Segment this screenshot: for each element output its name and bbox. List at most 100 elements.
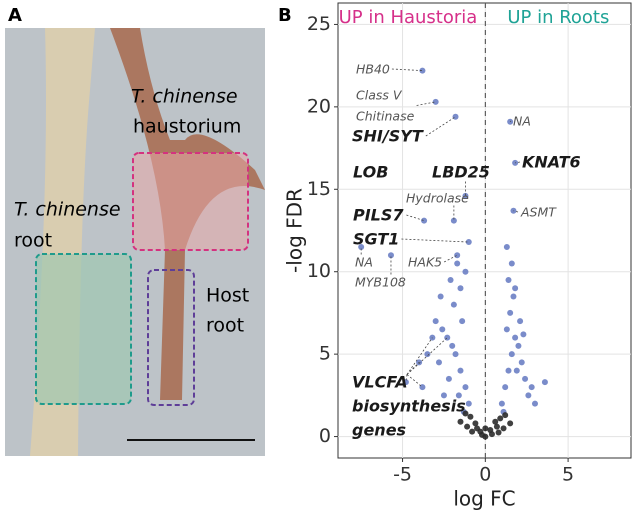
leader-line (406, 337, 433, 375)
point (505, 367, 512, 374)
annotation: SHI/SYT (352, 127, 424, 146)
annotation: LBD25 (432, 163, 490, 182)
y-tick-label: 5 (319, 343, 331, 365)
point (517, 318, 524, 325)
y-tick-label: 25 (307, 13, 331, 35)
plot-area (337, 2, 632, 459)
point (497, 415, 504, 422)
annotation: HAK5 (408, 255, 442, 270)
species-label: T. chinense (14, 199, 121, 221)
point (479, 431, 486, 438)
annotation: Hydrolase (406, 191, 469, 206)
point (493, 423, 500, 430)
point (502, 412, 509, 419)
annotation-text: Hydrolase (406, 191, 469, 206)
annotation-text: biosynthesis (352, 397, 466, 416)
annotation: MYB108 (355, 275, 406, 290)
annotation: HB40 (356, 62, 390, 77)
point (439, 326, 446, 333)
point (508, 260, 515, 267)
point (474, 425, 481, 432)
point (457, 418, 464, 425)
point (462, 268, 469, 275)
leader-line (443, 254, 458, 263)
point (472, 420, 479, 427)
point (462, 384, 469, 391)
point (402, 379, 409, 386)
point (541, 379, 548, 386)
annotation-text: NA (513, 114, 531, 129)
annotation-text: SGT1 (353, 230, 399, 249)
annotation-text: SHI/SYT (352, 127, 424, 146)
point (465, 400, 472, 407)
point (464, 423, 471, 430)
point (455, 392, 462, 399)
y-tick-label: 15 (307, 178, 331, 200)
point (482, 425, 489, 432)
annotation: SGT1 (353, 230, 399, 249)
annotation-text: ASMT (520, 205, 557, 220)
y-axis-title: -log FDR (283, 188, 307, 273)
point (432, 98, 439, 105)
annotation: LOB (353, 163, 388, 182)
annotation-text: MYB108 (355, 275, 406, 290)
annotation: KNAT6 (522, 153, 581, 172)
y-tick-label: 0 (319, 425, 331, 447)
annotation: Class V Chitinase (356, 88, 415, 124)
leader-line (509, 120, 512, 123)
annotation-text: VLCFA (352, 373, 408, 392)
point (462, 410, 469, 417)
panel-label: A (8, 5, 22, 26)
point (502, 384, 509, 391)
annotation-text: HAK5 (408, 255, 442, 270)
annotation-text: Chitinase (356, 109, 415, 124)
label: Host (206, 285, 249, 307)
annotation: ASMT (520, 205, 557, 220)
point (518, 359, 525, 366)
header-right: UP in Roots (507, 7, 609, 28)
point (440, 392, 447, 399)
point (432, 318, 439, 325)
root-box (35, 253, 132, 405)
point (435, 359, 442, 366)
point (419, 67, 426, 74)
annotation-text: LOB (353, 163, 388, 182)
point (445, 375, 452, 382)
panel-a: A T. chinense haustorium T. chinense roo… (5, 5, 265, 456)
point (465, 239, 472, 246)
point (510, 293, 517, 300)
point (495, 429, 502, 436)
leader-line (406, 214, 425, 221)
point (454, 260, 461, 267)
point (507, 420, 514, 427)
point (454, 252, 461, 259)
point (457, 367, 464, 374)
x-axis-title: log FC (453, 487, 515, 511)
point (447, 276, 454, 283)
point (513, 367, 520, 374)
x-tick-label: 5 (562, 464, 574, 486)
point (503, 326, 510, 333)
annotation-text: NA (355, 255, 373, 270)
annotation: VLCFA biosynthesis genes (352, 373, 466, 440)
annotation-text: genes (352, 421, 406, 440)
annotation-text: HB40 (356, 62, 390, 77)
leader-line (515, 161, 521, 164)
point (500, 425, 507, 432)
panel-label: B (278, 5, 292, 26)
leader-line (405, 374, 408, 383)
point (507, 309, 514, 316)
leader-line (401, 238, 469, 243)
point (531, 400, 538, 407)
leader-line (416, 101, 436, 106)
point (467, 413, 474, 420)
point (488, 431, 495, 438)
y-tick-label: 20 (307, 95, 331, 117)
annotation-text: Class V (356, 88, 403, 103)
point (459, 318, 466, 325)
point (450, 217, 457, 224)
leader-line (513, 210, 519, 213)
point (520, 331, 527, 338)
point (437, 293, 444, 300)
